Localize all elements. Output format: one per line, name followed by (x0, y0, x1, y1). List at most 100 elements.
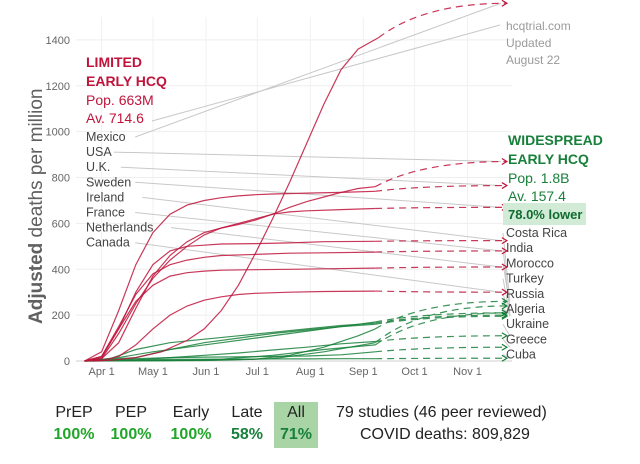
limited-line-france (84, 251, 376, 362)
limited-country-label: Mexico (86, 130, 126, 144)
widespread-series (84, 297, 509, 362)
group-all: All 71% (274, 402, 318, 448)
y-tick-label: 1000 (46, 127, 70, 139)
widespread-country-label: India (506, 241, 533, 255)
widespread-projection-morocco (374, 305, 507, 344)
limited-title-line1: LIMITED (86, 54, 142, 70)
x-tick-label: Apr 1 (88, 366, 114, 378)
widespread-country-label: Greece (506, 332, 547, 346)
group-prep: PrEP 100% (48, 402, 100, 446)
limited-average: Av. 714.6 (86, 110, 144, 126)
limited-country-label: Canada (86, 236, 130, 250)
lower-badge (503, 203, 586, 225)
group-label: All (287, 404, 305, 421)
limited-projection-sweden (375, 206, 507, 210)
widespread-projection-turkey (375, 314, 507, 324)
limited-population: Pop. 663M (86, 92, 154, 108)
label-connector (113, 151, 501, 162)
group-value: 100% (53, 426, 95, 443)
widespread-title-line2: EARLY HCQ (508, 151, 589, 167)
limited-projection-france (375, 250, 507, 253)
group-value: 100% (170, 426, 212, 443)
x-tick-label: Jul 1 (246, 366, 269, 378)
group-late: Late 58% (226, 402, 268, 446)
x-tick-label: Aug 1 (296, 366, 325, 378)
y-tick-label: 800 (52, 173, 70, 185)
limited-projection-mexico (378, 2, 507, 39)
label-connector (502, 248, 511, 313)
widespread-country-label: Cuba (506, 348, 536, 362)
label-connector (502, 354, 511, 359)
widespread-country-label: Turkey (506, 272, 544, 286)
group-label: Late (231, 404, 263, 421)
limited-title-line2: EARLY HCQ (86, 73, 167, 89)
limited-arrowhead (501, 237, 509, 245)
limited-country-label: Netherlands (86, 221, 153, 235)
limited-line-canada (84, 290, 376, 362)
chart: 0 200 400 600 800 1000 1200 1400 Apr 1 May 1 Jun … (26, 0, 603, 378)
widespread-arrowhead (501, 343, 509, 351)
limited-line-ireland (84, 240, 376, 362)
widespread-country-label: Ukraine (506, 317, 549, 331)
y-axis-ticks: 0 200 400 600 800 1000 1200 1400 (46, 35, 70, 368)
limited-arrowhead (501, 182, 509, 190)
widespread-projection-greece (375, 346, 507, 353)
limited-country-label: Sweden (86, 175, 131, 189)
label-connector (120, 166, 501, 187)
x-axis-ticks: Apr 1 May 1 Jun 1 Jul 1 Aug 1 Sep 1 Oct 1 Nov 1 (88, 366, 481, 378)
widespread-projection-india (374, 312, 507, 346)
limited-arrowhead (501, 288, 509, 296)
group-label: PrEP (55, 404, 93, 421)
y-tick-label: 600 (52, 218, 70, 230)
group-label: Early (172, 404, 210, 421)
group-value: 71% (279, 426, 313, 443)
limited-line-usa (84, 186, 376, 362)
label-connector (135, 242, 501, 293)
y-tick-label: 0 (64, 356, 70, 368)
label-connector (171, 227, 501, 268)
widespread-country-label: Russia (506, 287, 544, 301)
label-connector (135, 212, 501, 252)
source-line-2: Updated (506, 36, 551, 50)
x-tick-label: Nov 1 (453, 366, 482, 378)
widespread-line-algeria (84, 321, 376, 362)
y-tick-label: 1400 (46, 35, 70, 47)
source-line-1: hcqtrial.com (506, 19, 571, 33)
lower-percent: 78.0% lower (508, 207, 582, 222)
group-early: Early 100% (166, 402, 216, 446)
limited-projection-netherlands (375, 266, 507, 269)
footer: PrEP 100% PEP 100% Early 100% Late 58% A… (0, 400, 640, 464)
widespread-country-label: Costa Rica (506, 226, 567, 240)
limited-country-label: U.K. (86, 160, 110, 174)
studies-count: 79 studies (46 peer reviewed) (336, 404, 547, 421)
x-tick-label: May 1 (138, 366, 168, 378)
widespread-arrowhead (501, 309, 509, 317)
limited-arrowhead (501, 263, 509, 271)
y-tick-label: 200 (52, 310, 70, 322)
y-tick-label: 1200 (46, 81, 70, 93)
limited-country-label: France (86, 206, 125, 220)
limited-arrowhead (501, 0, 509, 7)
widespread-arrowhead (501, 332, 509, 340)
source-line-3: August 22 (506, 53, 560, 67)
label-connectors (113, 2, 511, 359)
group-value: 100% (110, 426, 152, 443)
widespread-arrowhead (501, 311, 509, 319)
limited-line-netherlands (84, 267, 376, 362)
widespread-arrowhead (501, 302, 509, 310)
x-tick-label: Oct 1 (401, 366, 427, 378)
group-value: 58% (230, 426, 264, 443)
widespread-average: Av. 157.4 (508, 188, 566, 204)
y-axis-label: Adjusted deaths per million (26, 89, 47, 324)
limited-projection-ireland (375, 240, 507, 242)
widespread-projection-russia (375, 315, 507, 325)
limited-projection-u-k- (375, 184, 507, 192)
limited-arrowhead (501, 157, 509, 165)
widespread-projection-ukraine (375, 335, 507, 343)
label-connector (502, 323, 511, 337)
widespread-title-line1: WIDESPREAD (508, 132, 603, 148)
widespread-country-label: Algeria (506, 302, 545, 316)
limited-line-u-k- (84, 190, 376, 362)
group-label: PEP (114, 404, 147, 421)
